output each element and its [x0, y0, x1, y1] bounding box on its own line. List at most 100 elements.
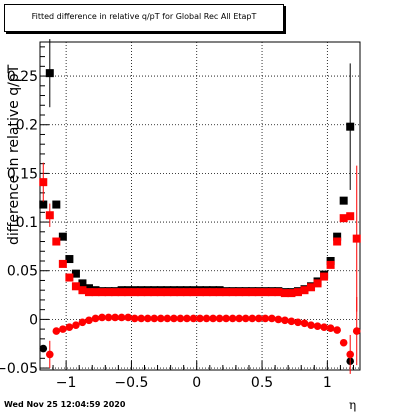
data-point-square: [352, 234, 361, 243]
data-point-circle: [52, 327, 61, 335]
data-point-square: [176, 288, 185, 297]
y-tick-label: 0.25: [7, 69, 38, 85]
data-point-circle: [268, 314, 276, 323]
data-point-circle: [124, 313, 132, 322]
data-point-circle: [215, 314, 224, 323]
data-point-square: [91, 288, 100, 297]
data-point-square: [130, 288, 139, 297]
data-point-circle: [150, 314, 159, 323]
data-point-square: [274, 288, 283, 297]
x-tick-label: 0: [192, 375, 201, 391]
data-point-square: [58, 259, 67, 268]
x-tick-label: −0.5: [114, 375, 148, 391]
data-point-circle: [189, 314, 198, 323]
data-point-circle: [281, 316, 289, 325]
data-point-square: [124, 288, 133, 297]
y-tick-label: 0.2: [16, 118, 38, 134]
data-point-square: [117, 288, 126, 297]
data-point-circle: [241, 314, 250, 323]
data-point-circle: [98, 313, 106, 322]
data-point-circle: [117, 313, 126, 322]
data-point-square: [280, 289, 289, 298]
data-point-circle: [104, 313, 113, 322]
data-point-square: [307, 283, 316, 292]
data-point-square: [78, 286, 87, 295]
y-axis-label: difference in relative q/pT: [6, 64, 22, 245]
data-point-square: [235, 288, 244, 297]
axes: −1 −0.5 0 0.5 1 −0.05 0 0.05 0.1 0.15 0.2 0.25: [0, 46, 354, 391]
data-point-square: [346, 122, 355, 131]
data-point-square: [333, 232, 342, 241]
data-point-circle: [85, 316, 93, 325]
y-tick-label: 0: [29, 312, 38, 328]
data-point-circle: [274, 315, 283, 324]
data-point-square: [52, 237, 61, 246]
data-point-circle: [339, 338, 348, 347]
footer-date: Wed Nov 25 12:04:59 2020: [4, 400, 126, 409]
data-point-square: [52, 200, 61, 209]
y-tick-label: −0.05: [0, 361, 38, 377]
grid: [40, 42, 360, 370]
data-point-circle: [39, 344, 48, 353]
data-point-square: [65, 255, 74, 264]
data-point-square: [84, 288, 93, 297]
chart-title: Fitted difference in relative q/pT for G…: [31, 12, 257, 21]
data-point-circle: [170, 314, 178, 323]
data-point-circle: [59, 325, 67, 333]
data-point-circle: [326, 324, 335, 332]
data-point-circle: [143, 314, 152, 323]
data-point-circle: [346, 350, 355, 359]
data-point-square: [189, 288, 198, 297]
data-point-square: [333, 237, 342, 246]
data-point-square: [339, 214, 348, 223]
data-point-square: [71, 282, 80, 291]
data-point-circle: [307, 321, 315, 330]
data-point-square: [202, 288, 211, 297]
x-tick-label: −1: [56, 375, 77, 391]
x-tick-label: 0.5: [251, 375, 273, 391]
data-point-circle: [176, 314, 185, 323]
data-point-square: [313, 279, 322, 288]
data-point-circle: [137, 314, 146, 323]
data-point-circle: [111, 313, 119, 322]
y-tick-label: 0.1: [16, 215, 38, 231]
data-point-square: [241, 288, 250, 297]
data-point-circle: [202, 314, 211, 323]
data-point-square: [254, 288, 263, 297]
data-point-circle: [209, 314, 217, 323]
data-point-square: [156, 288, 165, 297]
data-point-square: [65, 273, 74, 282]
data-point-circle: [183, 314, 191, 323]
data-point-circle: [313, 322, 322, 331]
data-point-circle: [300, 319, 309, 328]
data-point-square: [163, 288, 172, 297]
x-axis-label: η: [349, 398, 357, 412]
data-point-square: [45, 211, 54, 220]
data-point-circle: [163, 314, 172, 323]
data-point-circle: [320, 323, 328, 331]
data-point-circle: [78, 318, 87, 327]
data-point-square: [320, 272, 329, 281]
data-point-square: [300, 286, 309, 295]
data-point-square: [104, 288, 113, 297]
data-point-square: [98, 288, 107, 297]
data-point-square: [222, 288, 231, 297]
data-point-square: [228, 288, 237, 297]
data-point-square: [39, 178, 48, 187]
data-point-circle: [294, 318, 302, 327]
y-tick-label: 0.15: [7, 166, 38, 182]
data-point-circle: [222, 314, 230, 323]
data-point-square: [248, 288, 257, 297]
data-point-square: [58, 232, 67, 241]
data-point-circle: [235, 314, 243, 323]
data-point-square: [39, 200, 48, 209]
data-point-square: [137, 288, 146, 297]
data-point-circle: [254, 314, 263, 323]
data-point-square: [143, 288, 152, 297]
data-point-circle: [65, 323, 74, 331]
data-point-square: [339, 196, 348, 205]
data-point-circle: [248, 314, 257, 323]
data-point-square: [150, 288, 159, 297]
data-point-circle: [261, 314, 270, 323]
